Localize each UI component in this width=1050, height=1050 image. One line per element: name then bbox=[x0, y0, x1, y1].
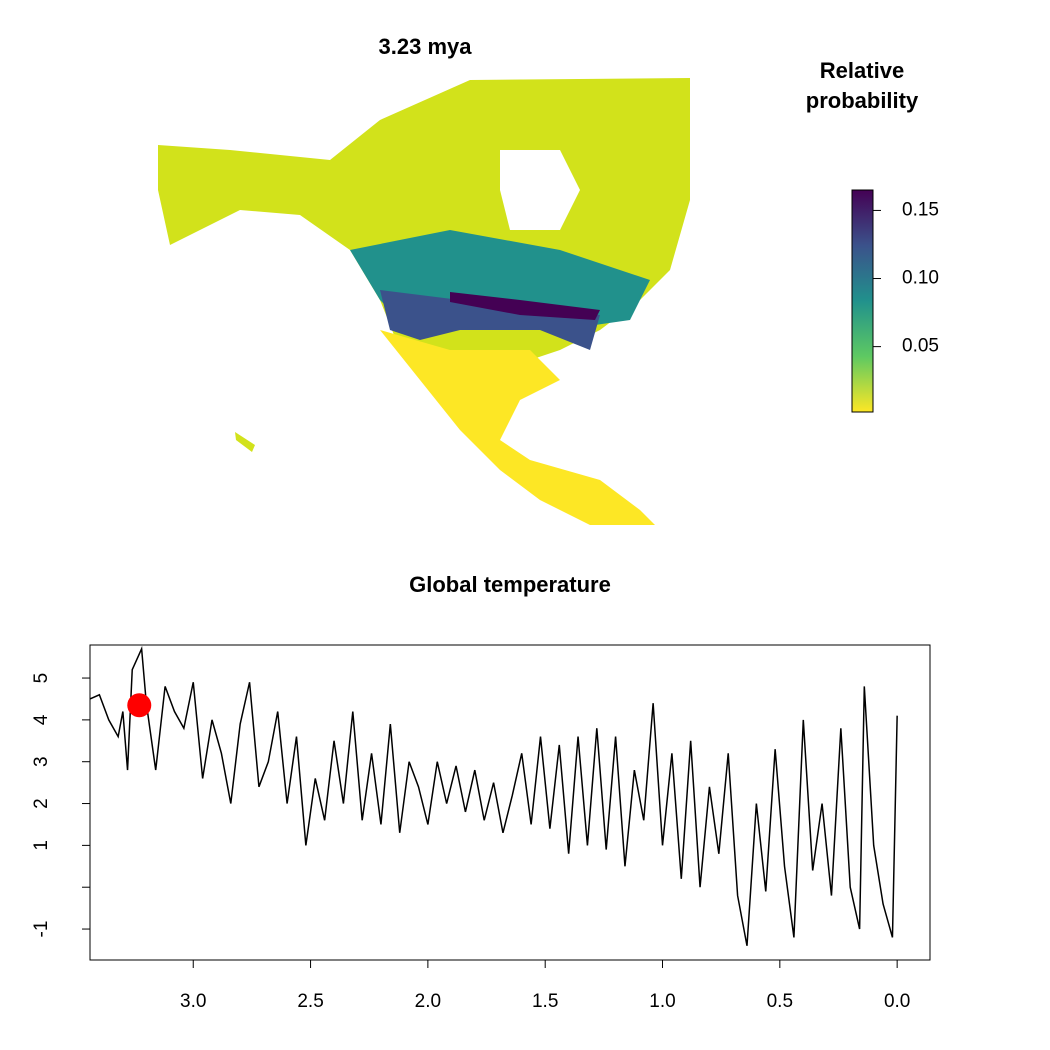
tick-label: 0.05 bbox=[902, 336, 939, 357]
x-tick-label: 1.0 bbox=[649, 991, 675, 1012]
x-tick-label: 2.5 bbox=[297, 991, 323, 1012]
land bbox=[450, 292, 600, 320]
tick-label: 0.15 bbox=[902, 199, 939, 220]
map-title: 3.23 mya bbox=[379, 34, 473, 59]
y-tick-label: 2 bbox=[31, 798, 52, 809]
chart-title: Global temperature bbox=[409, 572, 611, 597]
land bbox=[235, 432, 255, 452]
map bbox=[158, 78, 690, 525]
y-tick-label: 1 bbox=[31, 840, 52, 851]
land bbox=[380, 330, 655, 525]
land bbox=[500, 150, 580, 230]
y-tick-label: 5 bbox=[31, 673, 52, 684]
land bbox=[380, 290, 600, 350]
y-tick-label: 4 bbox=[31, 714, 52, 725]
marker bbox=[127, 693, 152, 718]
title-line: Relative bbox=[820, 58, 904, 83]
x-tick-label: 1.5 bbox=[532, 991, 558, 1012]
x-tick-label: 0.0 bbox=[884, 991, 910, 1012]
x-tick-label: 0.5 bbox=[767, 991, 793, 1012]
x-tick-label: 2.0 bbox=[415, 991, 441, 1012]
plot-box bbox=[89, 644, 931, 961]
tick-label: 0.10 bbox=[902, 268, 939, 289]
title-line: probability bbox=[806, 88, 919, 113]
y-tick-label: 3 bbox=[31, 756, 52, 767]
y-tick-label: -1 bbox=[31, 921, 52, 938]
line bbox=[89, 645, 898, 946]
x-tick-label: 3.0 bbox=[180, 991, 206, 1012]
colorbar bbox=[851, 189, 874, 413]
colorbar-title: Relative probability bbox=[806, 58, 919, 113]
